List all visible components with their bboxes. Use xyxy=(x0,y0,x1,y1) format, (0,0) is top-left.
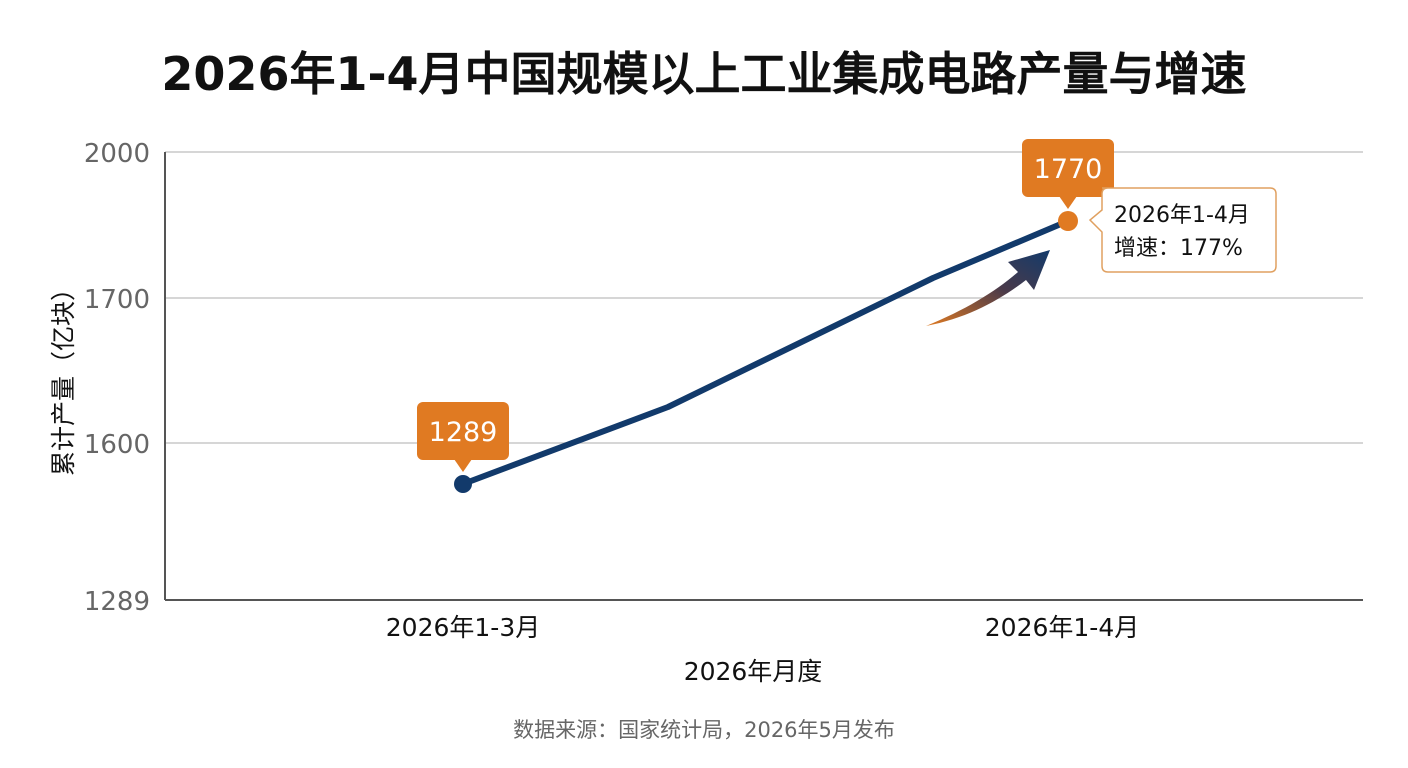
y-axis-title: 累计产量（亿块） xyxy=(49,276,78,476)
callout-line-growth: 增速：177% xyxy=(1114,236,1243,261)
y-tick-label: 2000 xyxy=(84,139,150,169)
y-tick-label: 1600 xyxy=(84,430,150,460)
data-label: 1770 xyxy=(1034,154,1103,185)
data-label: 1289 xyxy=(429,417,498,448)
y-tick-label: 1289 xyxy=(84,587,150,617)
y-tick-label: 1700 xyxy=(84,285,150,315)
source-note: 数据来源：国家统计局，2026年5月发布 xyxy=(513,718,895,742)
callout-line-period: 2026年1-4月 xyxy=(1114,203,1250,228)
data-label-badge: 1770 xyxy=(1022,139,1114,209)
growth-callout: 2026年1-4月 增速：177% xyxy=(1088,187,1277,273)
chart-title: 2026年1-4月中国规模以上工业集成电路产量与增速 xyxy=(161,47,1247,101)
x-category-label: 2026年1-4月 xyxy=(985,613,1139,642)
data-label-badge: 1289 xyxy=(417,402,509,472)
x-category-label: 2026年1-3月 xyxy=(386,613,540,642)
data-point xyxy=(1058,211,1078,231)
x-axis-title: 2026年月度 xyxy=(684,657,823,686)
data-point xyxy=(454,475,472,493)
trend-arrow-icon xyxy=(926,250,1050,326)
series-line xyxy=(460,218,1071,487)
